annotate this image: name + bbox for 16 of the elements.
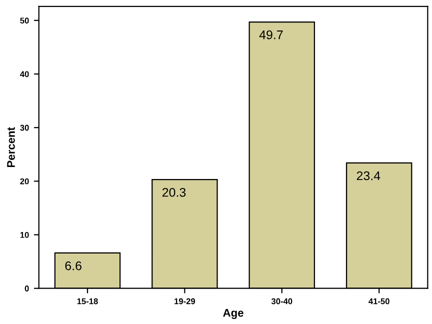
y-tick-label: 20 xyxy=(20,178,29,184)
x-axis-title: Age xyxy=(223,308,244,319)
y-tick-label: 50 xyxy=(20,18,29,24)
data-label: 49.7 xyxy=(259,30,283,40)
y-tick-label: 30 xyxy=(20,124,29,131)
y-axis-title: Percent xyxy=(7,127,15,168)
y-tick-label: 40 xyxy=(20,71,29,78)
y-tick-label: 10 xyxy=(20,232,29,238)
y-tick-label: 0 xyxy=(24,286,29,292)
x-tick-label: 30-40 xyxy=(271,298,292,304)
data-label: 6.6 xyxy=(65,261,82,270)
x-tick-label: 41-50 xyxy=(368,298,390,304)
x-tick-label: 19-29 xyxy=(174,298,196,304)
data-label: 20.3 xyxy=(162,188,186,197)
x-tick-label: 15-18 xyxy=(77,298,98,304)
data-label: 23.4 xyxy=(356,171,380,180)
